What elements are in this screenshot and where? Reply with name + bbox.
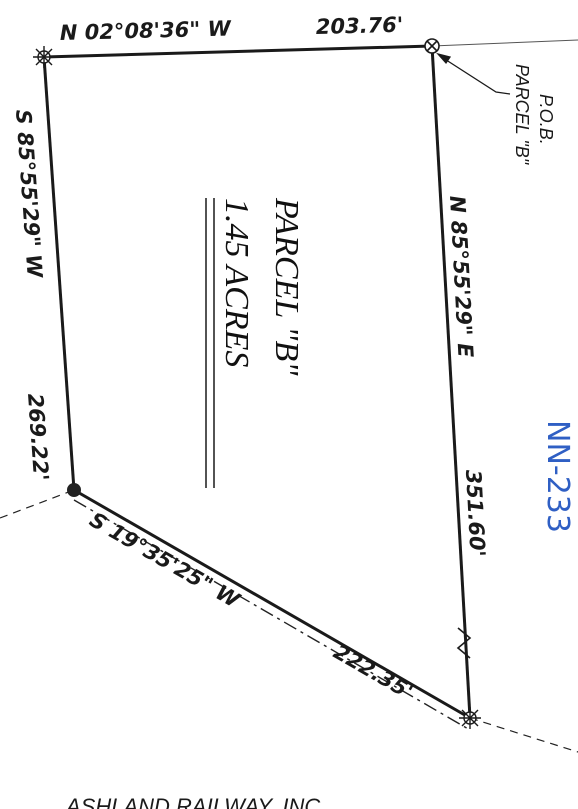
north-bearing-label: N 02°08'36" W xyxy=(60,17,232,45)
railway-owner-label: ASHLAND RAILWAY, INC. xyxy=(64,794,326,809)
railway-dashed-line-left xyxy=(0,489,75,519)
north-boundary-line xyxy=(43,44,433,59)
west-boundary-line xyxy=(42,56,76,491)
west-bearing-label: S 85°55'29" W xyxy=(11,109,47,280)
pob-leader-arrow xyxy=(436,52,511,95)
south-boundary-line xyxy=(73,488,471,720)
se-corner-monument-icon xyxy=(459,707,481,729)
pob-label: P.O.B. xyxy=(536,94,556,145)
handwritten-parcel-id: NN-233 xyxy=(540,420,575,533)
east-distance-label: 351.60' xyxy=(461,469,490,558)
south-bearing-label: S 19°35'25" W xyxy=(86,508,245,613)
railway-centerline xyxy=(73,499,471,731)
railway-dashed-line-right xyxy=(469,717,578,753)
nw-corner-monument-icon xyxy=(33,46,55,68)
pob-corner-icon xyxy=(424,38,440,54)
line-break-icon xyxy=(456,627,472,659)
north-distance-label: 203.76' xyxy=(316,13,404,39)
adjoining-line xyxy=(431,39,578,47)
sw-corner-monument-icon xyxy=(67,483,81,497)
parcel-name-label: PARCEL "B" xyxy=(268,197,305,376)
south-distance-label: 222.35' xyxy=(330,640,418,705)
east-bearing-label: N 85°55'29" E xyxy=(445,195,477,359)
parcel-area-label: 1.45 ACRES xyxy=(218,198,255,367)
east-boundary-line xyxy=(430,45,472,719)
pob-parcel-label: PARCEL "B" xyxy=(512,64,532,166)
west-distance-label: 269.22' xyxy=(23,393,53,482)
parcel-boundary xyxy=(42,44,472,720)
